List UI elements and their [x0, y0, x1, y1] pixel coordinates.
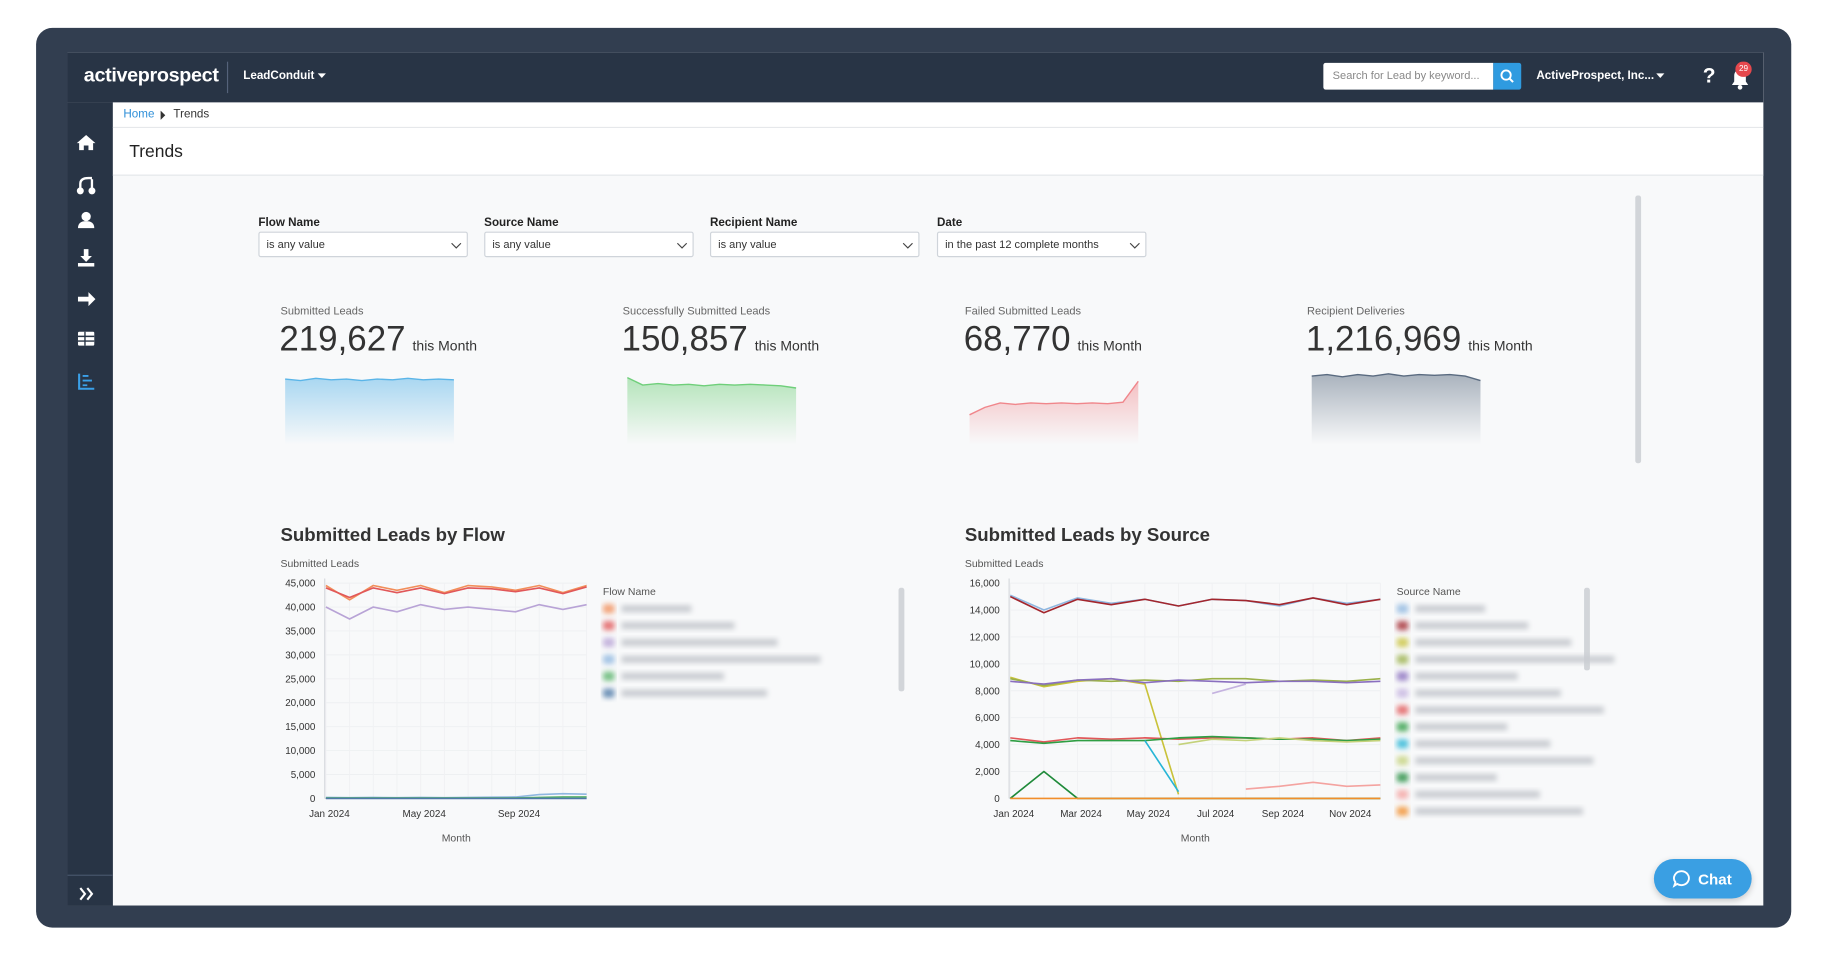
filter-label: Recipient Name [709, 216, 798, 230]
nav-flows[interactable] [76, 176, 96, 195]
breadcrumb: Home Trends [112, 102, 1764, 129]
kpi-value-row: 68,770 this Month [964, 320, 1142, 360]
caret [317, 73, 327, 78]
help-button[interactable]: ? [1702, 64, 1716, 88]
filter-select[interactable]: is any value [484, 231, 694, 258]
app-window: activeprospect LeadConduit Search for Le… [67, 52, 1764, 906]
expand-sidebar[interactable] [79, 887, 94, 901]
filter-label: Source Name [484, 216, 559, 230]
search-input[interactable]: Search for Lead by keyword... [1323, 62, 1494, 90]
filter-select[interactable]: is any value [709, 231, 920, 258]
search-icon [1500, 69, 1514, 83]
filter-select[interactable]: is any value [258, 231, 468, 258]
product-name: LeadConduit [243, 69, 315, 83]
notification-badge: 29 [1735, 61, 1752, 77]
kpi-suffix: this Month [754, 337, 820, 354]
chat-button[interactable]: Chat [1653, 858, 1752, 899]
filter-value: in the past 12 complete months [945, 238, 1099, 252]
breadcrumb-current: Trends [173, 108, 210, 122]
kpi-suffix: this Month [1468, 337, 1533, 354]
sidebar [67, 102, 113, 906]
kpi-label: Failed Submitted Leads [964, 304, 1082, 318]
filter-value: is any value [266, 238, 325, 252]
kpi-label: Successfully Submitted Leads [622, 304, 771, 318]
sidebar-icons [67, 135, 113, 901]
kpi-suffix: this Month [412, 337, 477, 354]
kpi-suffix: this Month [1077, 337, 1142, 354]
nav-home[interactable] [76, 135, 96, 151]
kpi-value-row: 150,857 this Month [622, 320, 820, 360]
title-bar: Trends [112, 128, 1764, 176]
account-menu[interactable]: ActiveProspect, Inc... [1536, 70, 1665, 83]
kpi-value-row: 219,627 this Month [279, 320, 477, 360]
kpi-value: 1,216,969 [1305, 320, 1462, 359]
nav-deliveries[interactable] [77, 292, 96, 307]
kpi-label: Submitted Leads [280, 304, 364, 318]
breadcrumb-arrow [160, 110, 166, 120]
search-button[interactable] [1493, 62, 1522, 90]
kpi-value: 68,770 [963, 320, 1071, 359]
nav-import[interactable] [77, 249, 95, 267]
page-title: Trends [129, 141, 183, 162]
kpi-value-row: 1,216,969 this Month [1306, 320, 1533, 360]
filter-value: is any value [718, 238, 777, 252]
nav-reports[interactable] [77, 331, 95, 346]
filter-select[interactable]: in the past 12 complete months [936, 231, 1147, 258]
chat-icon [1672, 870, 1690, 888]
product-menu[interactable]: LeadConduit [243, 70, 327, 83]
kpi-value: 150,857 [621, 320, 748, 359]
chat-label: Chat [1698, 870, 1732, 889]
filter-label: Flow Name [258, 216, 320, 230]
kpi-value: 219,627 [279, 320, 406, 359]
logo[interactable]: activeprospect [83, 64, 219, 87]
nav-contacts[interactable] [77, 211, 95, 229]
top-bar: activeprospect LeadConduit Search for Le… [67, 52, 1764, 103]
account-name: ActiveProspect, Inc... [1536, 69, 1655, 83]
filter-value: is any value [492, 238, 551, 252]
nav-trends[interactable] [78, 373, 95, 390]
breadcrumb-link[interactable]: Home [123, 108, 155, 122]
caret [1656, 73, 1665, 78]
kpi-label: Recipient Deliveries [1307, 304, 1405, 318]
filter-label: Date [936, 216, 963, 230]
separator [226, 61, 229, 94]
